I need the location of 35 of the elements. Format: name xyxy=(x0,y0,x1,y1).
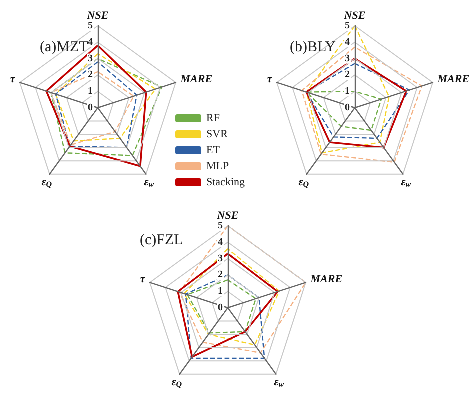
y-tick-label: 5 xyxy=(345,20,350,32)
y-tick-label: 1 xyxy=(88,86,93,98)
y-tick-label: 0 xyxy=(88,102,93,114)
spoke-label: MARE xyxy=(310,274,343,286)
y-tick-label: 2 xyxy=(88,70,93,81)
y-tick-label: 1 xyxy=(218,286,223,298)
legend-label: Stacking xyxy=(206,176,246,188)
y-tick-label: 2 xyxy=(218,270,223,281)
y-tick-label: 3 xyxy=(345,53,350,64)
legend-label: RF xyxy=(206,112,220,124)
spoke-label: MARE xyxy=(436,74,470,86)
spoke-label: NSE xyxy=(216,210,239,222)
y-tick-label: 4 xyxy=(88,36,93,48)
y-tick-label: 5 xyxy=(218,220,223,232)
spoke-label: NSE xyxy=(86,10,109,22)
y-tick-label: 4 xyxy=(345,36,350,48)
spoke-label: MARE xyxy=(180,74,213,86)
text: (a)MZT xyxy=(40,40,88,56)
spoke-label: τ xyxy=(267,74,274,86)
y-tick-label: 0 xyxy=(218,302,223,314)
y-tick-label: 0 xyxy=(345,102,350,114)
spoke-label: NSE xyxy=(343,10,366,22)
spoke-label: τ xyxy=(140,274,146,286)
legend-label: MLP xyxy=(206,160,230,172)
text: (b)BLY xyxy=(290,40,336,56)
y-tick-label: 4 xyxy=(218,236,223,248)
y-tick-label: 3 xyxy=(218,253,223,264)
legend-label: SVR xyxy=(206,128,229,140)
text: (c)FZL xyxy=(140,232,184,248)
spoke-label: τ xyxy=(10,74,16,86)
legend-label: ET xyxy=(206,144,220,156)
y-tick-label: 1 xyxy=(345,86,350,98)
y-tick-label: 3 xyxy=(88,53,93,64)
y-tick-label: 2 xyxy=(345,70,350,81)
y-tick-label: 5 xyxy=(88,20,93,32)
